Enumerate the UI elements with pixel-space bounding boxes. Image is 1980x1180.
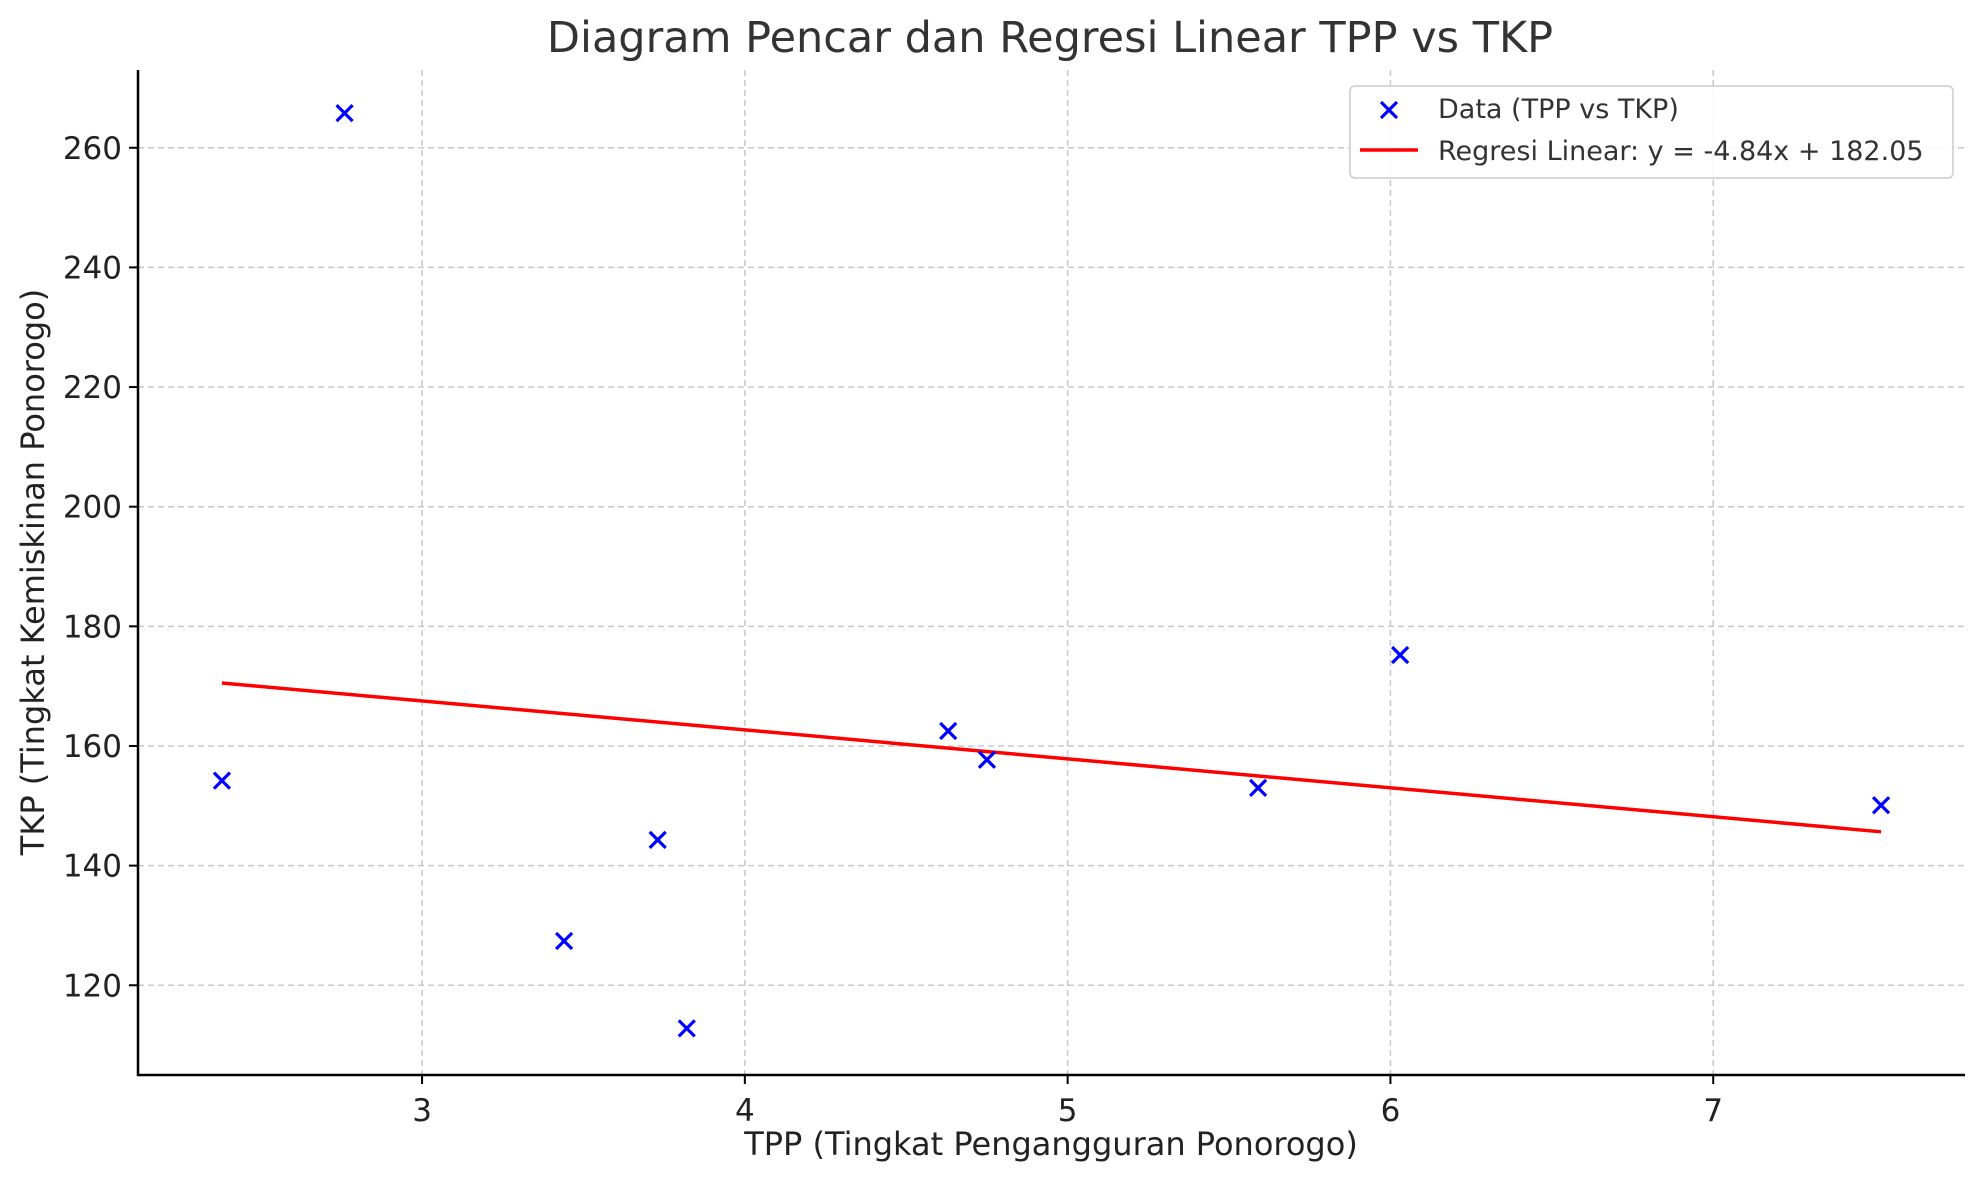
points-layer [212,103,1891,1038]
legend-scatter-marker [1379,100,1399,120]
legend-label-regression: Regresi Linear: y = -4.84x + 182.05 [1438,136,1924,167]
y-axis-label: TKP (Tingkat Kemiskinan Ponorogo) [14,289,52,856]
y-tick-label: 240 [63,250,122,286]
x-tick-label: 5 [1058,1093,1078,1129]
data-point [212,771,232,790]
y-tick-label: 220 [63,370,122,406]
data-point [977,750,997,769]
data-point [335,103,354,123]
x-axis-ticks: 3 4 5 6 7 [412,1075,1723,1129]
data-point [648,830,667,850]
legend-label-data: Data (TPP vs TKP) [1438,94,1679,125]
y-tick-label: 180 [63,609,122,645]
grid [138,70,1965,1075]
regression-layer [221,681,1882,834]
axes-spines [136,70,1965,1077]
y-tick-label: 260 [63,131,122,167]
legend: Data (TPP vs TKP) Regresi Linear: y = -4… [1349,85,1954,179]
data-point [1390,645,1410,665]
data-point [554,931,574,951]
y-tick-label: 140 [63,849,122,885]
legend-box [1349,85,1954,179]
y-axis-ticks: 120 140 160 180 200 220 240 260 [63,131,138,1004]
regression-line [221,681,1882,834]
data-point [939,721,958,741]
data-point [1248,778,1268,797]
data-point [677,1019,696,1038]
chart-title: Diagram Pencar dan Regresi Linear TPP vs… [547,13,1553,63]
x-tick-label: 3 [412,1093,432,1129]
x-tick-label: 7 [1703,1093,1723,1129]
y-tick-label: 120 [63,968,122,1004]
x-axis-label: TPP (Tingkat Pengangguran Ponorogo) [743,1125,1358,1163]
y-tick-label: 160 [63,729,122,765]
legend-x-marker [1379,100,1399,120]
x-tick-label: 4 [735,1093,755,1129]
x-tick-label: 6 [1381,1093,1401,1129]
data-point [1871,796,1891,815]
y-tick-label: 200 [63,490,122,526]
